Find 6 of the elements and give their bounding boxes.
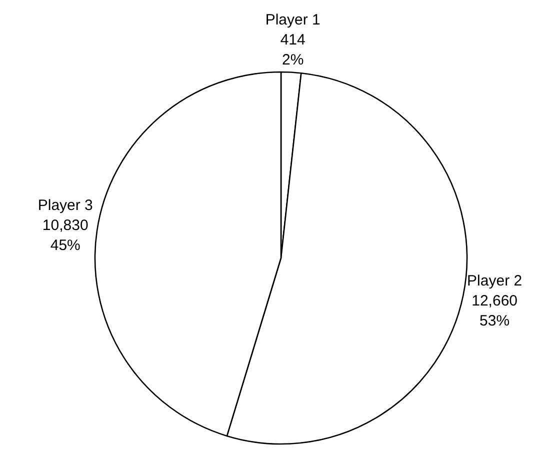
data-label: 12,660 53%	[472, 292, 518, 330]
slice-label: Player 1	[265, 11, 320, 28]
slice-label: Player 3	[38, 196, 93, 214]
data-label: 414 2%	[280, 31, 306, 68]
slice-label: Player 2	[467, 272, 522, 290]
data-label: 10,830 45%	[42, 216, 88, 254]
